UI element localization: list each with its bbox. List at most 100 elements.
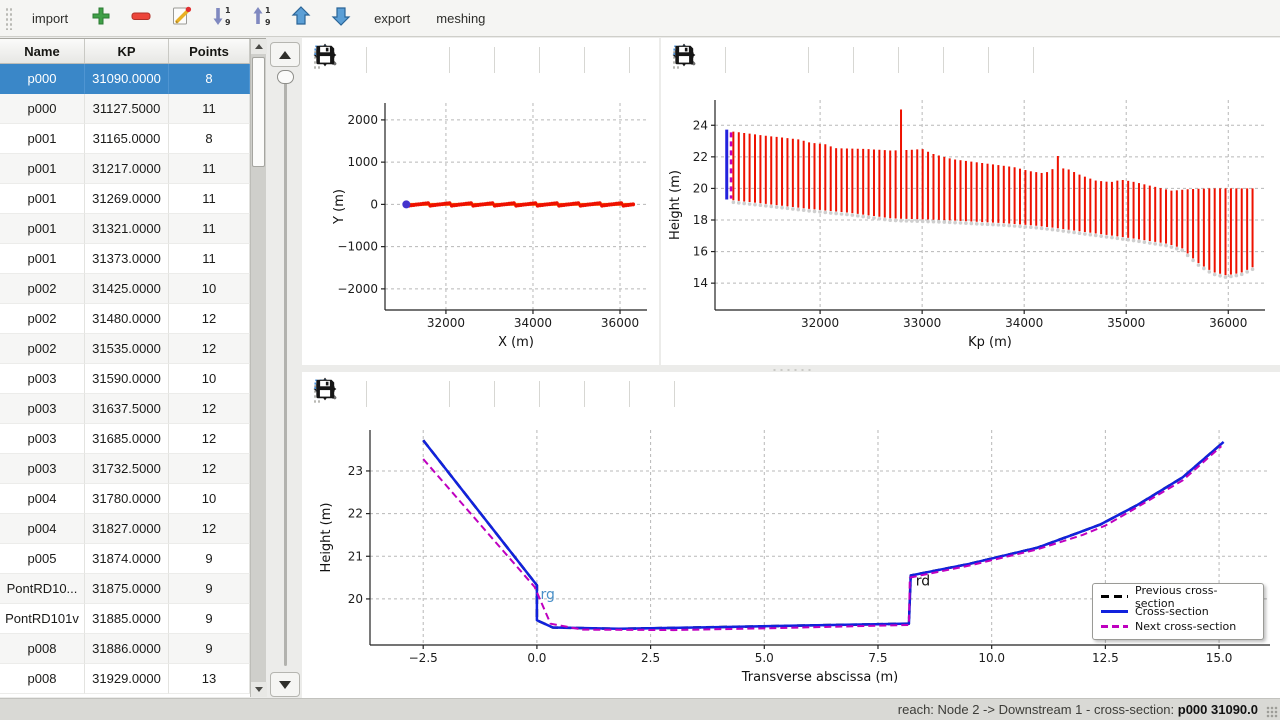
scroll-down-button[interactable] — [251, 682, 267, 697]
mpl-zoom-button[interactable] — [315, 377, 535, 411]
edit-section-button[interactable] — [164, 3, 198, 33]
svg-text:14: 14 — [693, 276, 708, 290]
table-row[interactable]: p008 31886.0000 9 — [0, 634, 250, 664]
table-row[interactable]: p001 31373.0000 11 — [0, 244, 250, 274]
table-row[interactable]: p001 31321.0000 11 — [0, 214, 250, 244]
table-row[interactable]: p000 31127.5000 11 — [0, 94, 250, 124]
toolbar-drag-handle[interactable] — [4, 6, 12, 30]
table-row[interactable]: p003 31590.0000 10 — [0, 364, 250, 394]
export-button[interactable]: export — [374, 10, 411, 26]
svg-text:rd: rd — [916, 573, 930, 589]
mpl-zoom-one-button[interactable]: 1 — [674, 43, 939, 77]
mpl-back-button[interactable] — [674, 43, 766, 77]
cell-name: PontRD101v — [0, 604, 85, 634]
mpl-forward-button[interactable] — [315, 377, 445, 411]
svg-text:Y (m): Y (m) — [332, 189, 347, 225]
column-header-name[interactable]: Name — [0, 39, 85, 63]
table-row[interactable]: p002 31480.0000 12 — [0, 304, 250, 334]
svg-text:Height (m): Height (m) — [668, 170, 683, 240]
table-row[interactable]: p002 31425.0000 10 — [0, 274, 250, 304]
svg-text:36000: 36000 — [1209, 316, 1247, 330]
toolbar-separator — [1033, 47, 1034, 73]
toolbar-separator — [539, 381, 540, 407]
table-row[interactable]: p003 31685.0000 12 — [0, 424, 250, 454]
table-scrollbar[interactable] — [250, 38, 267, 697]
column-header-kp[interactable]: KP — [85, 39, 169, 63]
sort-descending-button[interactable]: 1 9 — [204, 3, 238, 33]
table-row[interactable]: PontRD101v 31885.0000 9 — [0, 604, 250, 634]
horizontal-splitter[interactable] — [302, 365, 1280, 372]
toolbar-separator — [674, 381, 675, 407]
mpl-forward-button[interactable] — [315, 43, 445, 77]
toolbar-separator — [539, 47, 540, 73]
table-row[interactable]: p001 31217.0000 11 — [0, 154, 250, 184]
move-up-button[interactable] — [284, 3, 318, 33]
profile-plot-canvas[interactable]: 32000 33000 34000 35000 36000 14 16 18 20 22 24 Kp … — [661, 38, 1280, 365]
table-row[interactable]: PontRD10... 31875.0000 9 — [0, 574, 250, 604]
table-row[interactable]: p001 31165.0000 8 — [0, 124, 250, 154]
cross-section-plot-canvas[interactable]: −2.5 0.0 2.5 5.0 7.5 10.0 12.5 15.0 20 21 22 23 Tran… — [302, 372, 1280, 698]
cell-points: 11 — [169, 184, 250, 214]
resize-grip[interactable] — [1266, 706, 1278, 718]
svg-text:32000: 32000 — [427, 316, 465, 330]
table-row[interactable]: p003 31732.5000 12 — [0, 454, 250, 484]
table-row[interactable]: p000 31090.0000 8 — [0, 64, 250, 94]
scrollbar-thumb[interactable] — [252, 57, 265, 167]
svg-text:1000: 1000 — [347, 155, 378, 169]
mpl-zoom-rect-button[interactable] — [314, 43, 625, 77]
column-header-points[interactable]: Points — [169, 39, 250, 63]
add-section-button[interactable] — [84, 3, 118, 33]
remove-section-button[interactable] — [124, 3, 158, 33]
table-row[interactable]: p004 31780.0000 10 — [0, 484, 250, 514]
profile-plot-toolbar: 1 — [671, 42, 1036, 78]
toolbar-drag-handle[interactable] — [312, 49, 320, 71]
edit-icon — [169, 4, 193, 33]
next-section-button[interactable] — [270, 672, 300, 697]
table-row[interactable]: p004 31827.0000 12 — [0, 514, 250, 544]
table-row[interactable]: p001 31269.0000 11 — [0, 184, 250, 214]
toolbar-separator — [943, 47, 944, 73]
mpl-pan-button[interactable] — [313, 43, 490, 77]
table-row[interactable]: p002 31535.0000 12 — [0, 334, 250, 364]
cell-kp: 31127.5000 — [85, 94, 169, 124]
scroll-up-button[interactable] — [251, 39, 267, 54]
mpl-save-button[interactable] — [316, 43, 670, 77]
plan-plot-canvas[interactable]: 32000 34000 36000 2000 1000 0 −1000 −2000 X (m) Y… — [302, 38, 659, 365]
section-slider-track[interactable] — [284, 72, 287, 666]
import-button[interactable]: import — [32, 10, 69, 26]
mpl-back-button[interactable] — [315, 377, 407, 411]
mpl-forward-button[interactable] — [674, 43, 804, 77]
mpl-save-button[interactable] — [316, 377, 670, 411]
svg-text:rg: rg — [541, 587, 555, 603]
sort-descending-icon: 1 9 — [209, 4, 233, 33]
svg-text:24: 24 — [693, 118, 708, 132]
table-row[interactable]: p005 31874.0000 9 — [0, 544, 250, 574]
cell-points: 12 — [169, 304, 250, 334]
mpl-save-button[interactable] — [675, 43, 1029, 77]
move-down-button[interactable] — [324, 3, 358, 33]
down-arrow-icon — [255, 687, 263, 692]
previous-section-button[interactable] — [270, 42, 300, 67]
toolbar-drag-handle[interactable] — [312, 383, 320, 405]
mpl-zoom-rect-button[interactable] — [314, 377, 625, 411]
svg-text:23: 23 — [348, 464, 363, 478]
svg-text:0: 0 — [370, 197, 378, 211]
svg-text:−2000: −2000 — [337, 282, 378, 296]
cell-kp: 31535.0000 — [85, 334, 169, 364]
section-slider-handle[interactable] — [277, 70, 294, 84]
mpl-zoom-one-button[interactable]: 1 — [315, 43, 580, 77]
mpl-pan-button[interactable] — [313, 377, 490, 411]
table-row[interactable]: p008 31929.0000 13 — [0, 664, 250, 694]
meshing-button[interactable]: meshing — [436, 10, 486, 26]
table-row[interactable]: p003 31637.5000 12 — [0, 394, 250, 424]
mpl-zoom-rect-button[interactable] — [673, 43, 984, 77]
sort-ascending-button[interactable]: 1 9 — [244, 3, 278, 33]
mpl-back-button[interactable] — [315, 43, 407, 77]
mpl-pan-button[interactable] — [672, 43, 849, 77]
mpl-zoom-button[interactable] — [315, 43, 535, 77]
mpl-zoom-one-button[interactable]: 1 — [315, 377, 580, 411]
mpl-zoom-button[interactable] — [674, 43, 894, 77]
cell-kp: 31321.0000 — [85, 214, 169, 244]
toolbar-drag-handle[interactable] — [671, 49, 679, 71]
